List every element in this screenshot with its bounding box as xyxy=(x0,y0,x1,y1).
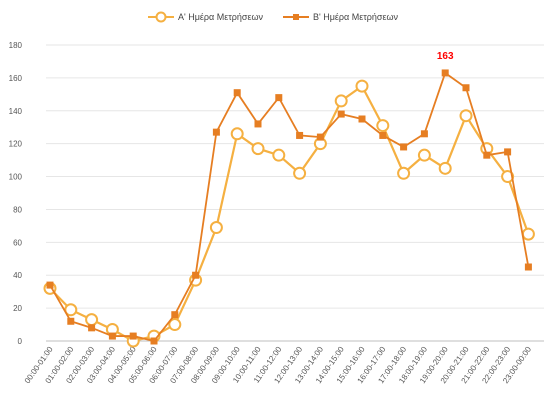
data-point xyxy=(504,148,512,156)
data-point xyxy=(230,127,244,141)
legend-marker xyxy=(155,11,167,23)
data-point xyxy=(376,119,390,133)
data-point xyxy=(212,128,220,136)
data-point xyxy=(483,151,491,159)
data-point xyxy=(441,69,449,77)
data-point xyxy=(459,109,473,123)
data-point xyxy=(397,166,411,180)
data-point xyxy=(358,115,366,123)
chart-legend: Α' Ημέρα Μετρήσεων Β' Ημέρα Μετρήσεων xyxy=(148,11,399,23)
data-point xyxy=(233,89,241,97)
data-point xyxy=(192,271,200,279)
data-point xyxy=(293,166,307,180)
legend-item: Α' Ημέρα Μετρήσεων xyxy=(148,11,264,23)
data-point xyxy=(150,337,158,345)
data-point xyxy=(501,170,515,184)
data-point xyxy=(254,120,262,128)
y-tick-label: 40 xyxy=(13,271,22,280)
series-line xyxy=(49,71,530,343)
data-point xyxy=(379,131,387,139)
series-1 xyxy=(43,79,535,348)
data-point xyxy=(334,94,348,108)
data-point xyxy=(209,221,223,235)
data-point xyxy=(417,148,431,162)
data-point xyxy=(67,317,75,325)
data-point xyxy=(272,148,286,162)
y-tick-label: 60 xyxy=(13,238,22,247)
chart-series xyxy=(43,69,535,348)
series-line xyxy=(49,84,530,343)
y-axis-ticks: 0 20 40 60 80 100 120 140 160 180 xyxy=(9,41,23,346)
data-point xyxy=(400,143,408,151)
legend-label: Α' Ημέρα Μετρήσεων xyxy=(178,12,264,22)
x-axis-ticks: 00:00-01:0001:00-02:0002:00-03:0003:00-0… xyxy=(23,345,534,386)
y-tick-label: 160 xyxy=(9,74,23,83)
data-point xyxy=(64,303,78,317)
legend-label: Β' Ημέρα Μετρήσεων xyxy=(313,12,399,22)
data-point xyxy=(524,263,532,271)
data-point xyxy=(521,227,535,241)
data-point xyxy=(316,133,324,141)
data-point xyxy=(355,79,369,93)
y-tick-label: 180 xyxy=(9,41,23,50)
y-tick-label: 140 xyxy=(9,107,23,116)
y-tick-label: 80 xyxy=(13,205,22,214)
y-tick-label: 120 xyxy=(9,140,23,149)
y-tick-label: 20 xyxy=(13,304,22,313)
data-point xyxy=(129,332,137,340)
chart-annotations: 163 xyxy=(437,51,454,62)
data-point xyxy=(337,110,345,118)
y-tick-label: 100 xyxy=(9,173,23,182)
data-point xyxy=(296,131,304,139)
data-point xyxy=(46,281,54,289)
data-point xyxy=(108,332,116,340)
data-point xyxy=(438,161,452,175)
legend-item: Β' Ημέρα Μετρήσεων xyxy=(283,12,399,22)
data-point xyxy=(420,130,428,138)
data-point xyxy=(168,318,182,332)
legend-marker xyxy=(293,14,299,20)
data-point xyxy=(85,313,99,327)
data-label: 163 xyxy=(437,51,454,62)
data-point xyxy=(462,84,470,92)
data-point xyxy=(251,142,265,156)
data-point xyxy=(171,311,179,319)
data-point xyxy=(88,324,96,332)
y-tick-label: 0 xyxy=(18,337,23,346)
data-point xyxy=(275,94,283,102)
series-2 xyxy=(46,69,532,345)
